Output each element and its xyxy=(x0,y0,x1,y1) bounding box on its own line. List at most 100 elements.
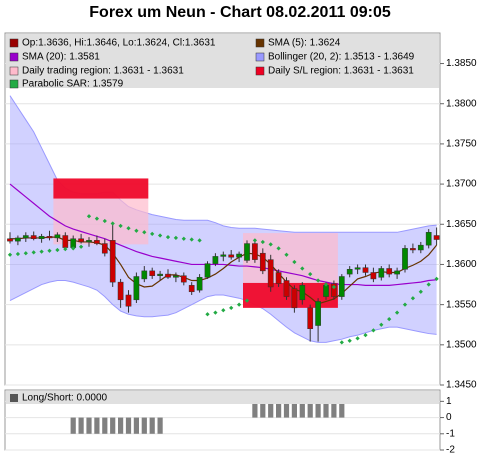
legend-box xyxy=(6,34,439,88)
price-panel: 1.3450 1.3500 1.3550 1.3600 1.3650 1.3700 1.37… xyxy=(4,32,477,391)
sar-dot xyxy=(418,289,423,294)
candle-body xyxy=(299,285,306,301)
bar xyxy=(125,417,132,434)
candle-body xyxy=(62,235,69,248)
bar xyxy=(339,401,345,418)
candle-body xyxy=(180,275,187,283)
sar-dot xyxy=(410,296,416,301)
y-tick-label: 1.3850 xyxy=(446,58,477,69)
candle-body xyxy=(46,236,53,239)
candle-body xyxy=(117,281,124,301)
bar xyxy=(323,401,329,418)
sar-dot xyxy=(71,246,76,251)
candle-body xyxy=(212,256,219,264)
candle-body xyxy=(236,253,242,258)
sar-dot xyxy=(7,252,13,257)
sar-dot xyxy=(110,221,115,226)
sar-dot xyxy=(323,282,329,287)
sar-dot xyxy=(347,338,352,343)
sma20-line xyxy=(9,183,437,286)
bar xyxy=(78,417,84,434)
candle-body xyxy=(196,277,203,291)
candle-body xyxy=(331,283,337,297)
bar xyxy=(70,417,76,434)
legend-swatch xyxy=(9,38,19,48)
sar-dot xyxy=(292,259,297,265)
candle-body xyxy=(354,267,361,270)
y-tick-label: 1.3800 xyxy=(446,98,477,109)
sar-dot xyxy=(150,231,155,237)
sar-dot xyxy=(355,336,360,341)
candle-body xyxy=(252,243,258,260)
bar xyxy=(315,401,321,418)
candle-body xyxy=(433,235,440,240)
candle-body xyxy=(283,280,290,297)
bar xyxy=(141,417,147,434)
sar-dot xyxy=(181,236,186,241)
sar-dot xyxy=(387,316,392,322)
bar xyxy=(260,401,266,418)
sar-dot xyxy=(86,214,92,219)
bar xyxy=(307,401,313,418)
sar-dot xyxy=(284,252,289,257)
sar-dot xyxy=(221,308,226,313)
bar xyxy=(276,401,282,418)
bar xyxy=(149,417,155,434)
sar-dot xyxy=(39,249,44,254)
sar-dot xyxy=(244,298,250,303)
panel-label: Long/Short: 0.0000 xyxy=(22,393,108,404)
bar xyxy=(102,417,108,434)
sar-dot xyxy=(126,226,131,231)
candle-body xyxy=(346,269,353,275)
legend-swatch xyxy=(9,79,19,89)
sar-dot xyxy=(205,312,210,317)
bar xyxy=(157,417,163,434)
sar-dot xyxy=(268,242,273,247)
candle-body xyxy=(188,285,195,293)
sar-dot xyxy=(134,228,139,233)
y-tick-label: 1.3500 xyxy=(446,339,477,350)
sar-dot xyxy=(23,251,28,256)
bar xyxy=(291,401,297,418)
candle-body xyxy=(410,248,416,251)
y-tick-label: -1 xyxy=(446,428,455,439)
candle-body xyxy=(291,288,298,309)
y-tick-label: -2 xyxy=(446,445,455,456)
sar-dot xyxy=(31,250,36,255)
candle-body xyxy=(323,285,329,297)
legend-swatch xyxy=(255,52,265,62)
legend-swatch xyxy=(9,52,19,62)
candle-body xyxy=(101,243,108,254)
bar xyxy=(86,417,92,434)
legend-swatch xyxy=(9,66,19,76)
legend-swatch xyxy=(255,66,265,76)
region xyxy=(53,178,149,199)
candle-body xyxy=(307,307,314,329)
sar-dot xyxy=(15,251,21,257)
sar-dot xyxy=(189,237,194,242)
sar-dot xyxy=(260,239,265,245)
candle-body xyxy=(30,235,37,239)
candle-body xyxy=(15,237,21,242)
chart-title: Forex um Neun - Chart 08.02.2011 09:05 xyxy=(89,4,391,21)
legend-label: Bollinger (20, 2): 1.3513 - 1.3649 xyxy=(268,52,415,63)
sar-dot xyxy=(94,216,100,221)
sar-dot xyxy=(142,230,147,235)
candle-body xyxy=(70,238,77,248)
candle-body xyxy=(94,240,100,244)
legend-swatch xyxy=(255,38,265,48)
panel-label-box xyxy=(6,391,439,404)
legend-label: Op:1.3636, Hi:1.3646, Lo:1.3624, Cl:1.36… xyxy=(22,38,216,49)
candle-body xyxy=(370,272,377,280)
sar-dot xyxy=(402,302,408,307)
y-tick-label: 1.3450 xyxy=(446,380,477,391)
y-tick-label: 1.3550 xyxy=(446,299,477,310)
legend-label: Daily trading region: 1.3631 - 1.3631 xyxy=(22,66,184,77)
sar-dot xyxy=(426,282,431,287)
sar-dot xyxy=(118,223,123,228)
sar-dot xyxy=(308,271,313,277)
candle-body xyxy=(267,259,274,288)
legend-label: Daily S/L region: 1.3631 - 1.3631 xyxy=(268,66,414,77)
candle-body xyxy=(78,238,84,243)
